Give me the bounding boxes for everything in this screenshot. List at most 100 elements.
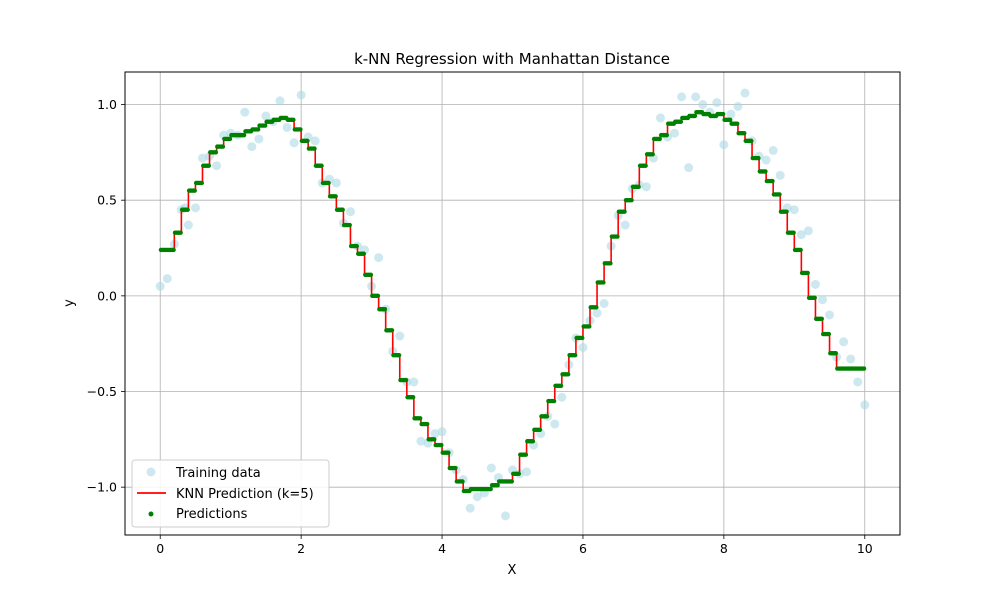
- training-point: [550, 419, 560, 429]
- prediction-point: [650, 152, 655, 157]
- training-point: [726, 109, 736, 119]
- plot-frame: [124, 71, 901, 536]
- training-point: [846, 354, 856, 364]
- training-point: [691, 92, 701, 102]
- prediction-point: [636, 184, 641, 189]
- prediction-point: [861, 366, 867, 371]
- x-tick-label: 8: [720, 541, 728, 556]
- x-axis-label: X: [508, 563, 517, 578]
- prediction-point: [206, 163, 212, 168]
- prediction-point: [735, 121, 740, 126]
- prediction-point: [368, 272, 374, 278]
- prediction-point: [319, 163, 324, 168]
- prediction-point: [523, 452, 529, 457]
- training-point: [155, 281, 165, 291]
- prediction-point: [432, 437, 437, 442]
- y-tick-label: −0.5: [87, 384, 117, 399]
- prediction-point: [291, 117, 296, 123]
- training-point: [254, 134, 264, 144]
- prediction-point: [354, 243, 359, 249]
- training-point: [655, 113, 665, 123]
- prediction-line: [160, 111, 865, 492]
- legend-box: [131, 459, 330, 528]
- training-point: [275, 96, 285, 106]
- prediction-point: [601, 280, 606, 285]
- prediction-point: [361, 251, 367, 256]
- y-axis-label: y: [62, 299, 77, 307]
- prediction-point: [185, 207, 190, 212]
- prediction-point: [798, 247, 803, 253]
- prediction-point: [178, 230, 183, 235]
- training-point: [310, 136, 320, 146]
- training-point: [796, 230, 806, 240]
- training-point: [522, 467, 532, 477]
- prediction-point: [770, 178, 775, 184]
- training-point: [677, 92, 687, 102]
- prediction-point: [403, 377, 409, 383]
- prediction-point: [805, 270, 810, 276]
- prediction-point: [227, 136, 233, 142]
- training-point: [712, 98, 722, 108]
- training-data-series: [155, 88, 870, 521]
- prediction-point: [418, 416, 423, 421]
- training-point: [247, 142, 257, 152]
- prediction-point: [784, 209, 789, 214]
- prediction-point: [312, 146, 317, 151]
- training-point: [803, 226, 813, 236]
- prediction-point: [791, 230, 796, 235]
- legend-label-line: KNN Prediction (k=5): [176, 487, 314, 502]
- training-point: [853, 377, 863, 387]
- prediction-point: [516, 471, 522, 476]
- training-point: [183, 220, 193, 230]
- prediction-point: [756, 155, 761, 161]
- training-point: [789, 205, 799, 215]
- training-point: [240, 107, 250, 117]
- training-point: [578, 343, 588, 353]
- prediction-point: [580, 335, 585, 341]
- prediction-point: [396, 352, 402, 358]
- prediction-point: [742, 131, 747, 136]
- prediction-point: [298, 127, 303, 132]
- prediction-point: [728, 117, 733, 123]
- prediction-point: [453, 465, 458, 471]
- legend-label-predictions: Predictions: [176, 507, 248, 522]
- prediction-point: [446, 450, 451, 455]
- prediction-point: [192, 188, 197, 193]
- training-point: [810, 279, 820, 289]
- prediction-point: [220, 144, 226, 149]
- training-point: [733, 101, 743, 111]
- training-point: [162, 274, 172, 284]
- prediction-point: [213, 150, 219, 155]
- training-point: [430, 429, 440, 439]
- prediction-point: [340, 207, 345, 212]
- prediction-point: [720, 111, 726, 117]
- prediction-point: [425, 421, 430, 427]
- training-point: [818, 295, 827, 305]
- prediction-point: [608, 261, 613, 266]
- training-point: [670, 128, 680, 138]
- training-point: [437, 427, 447, 437]
- x-tick-label: 4: [438, 541, 446, 556]
- x-tick-label: 2: [297, 541, 305, 556]
- prediction-point: [594, 305, 599, 310]
- prediction-point: [544, 414, 550, 419]
- training-point: [296, 90, 306, 100]
- training-point: [557, 392, 567, 402]
- prediction-point: [333, 194, 338, 199]
- prediction-point: [657, 136, 662, 142]
- prediction-point: [439, 442, 444, 448]
- prediction-point: [551, 398, 557, 404]
- y-tick-label: 0.5: [97, 193, 117, 208]
- training-point: [331, 178, 341, 188]
- prediction-point: [509, 479, 514, 484]
- prediction-line-series: [160, 111, 865, 492]
- prediction-point: [241, 132, 247, 138]
- prediction-point: [488, 486, 493, 492]
- training-point: [641, 182, 651, 192]
- prediction-point: [558, 383, 564, 388]
- prediction-point: [389, 328, 395, 333]
- training-point: [212, 161, 222, 171]
- prediction-point: [565, 372, 571, 377]
- training-point: [409, 377, 419, 387]
